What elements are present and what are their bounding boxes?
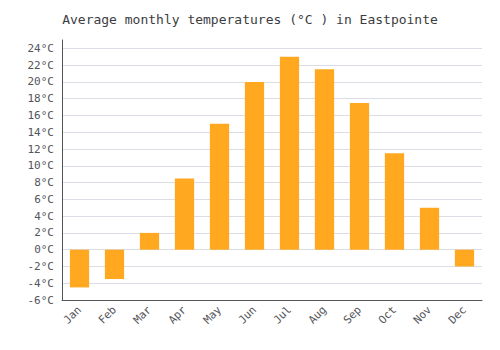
svg-text:-6°C: -6°C bbox=[28, 294, 55, 307]
svg-text:Feb: Feb bbox=[96, 303, 119, 326]
svg-text:22°C: 22°C bbox=[28, 59, 55, 72]
svg-text:14°C: 14°C bbox=[28, 126, 55, 139]
svg-text:Oct: Oct bbox=[376, 303, 399, 326]
svg-text:Sep: Sep bbox=[341, 303, 364, 326]
svg-text:20°C: 20°C bbox=[28, 75, 55, 88]
svg-text:Nov: Nov bbox=[411, 303, 434, 326]
svg-text:16°C: 16°C bbox=[28, 109, 55, 122]
svg-text:Aug: Aug bbox=[306, 303, 329, 326]
svg-text:18°C: 18°C bbox=[28, 92, 55, 105]
svg-text:12°C: 12°C bbox=[28, 143, 55, 156]
svg-text:-4°C: -4°C bbox=[28, 277, 55, 290]
svg-text:Average monthly temperatures (: Average monthly temperatures (°C ) in Ea… bbox=[62, 12, 438, 27]
svg-text:Jun: Jun bbox=[236, 303, 259, 326]
svg-text:0°C: 0°C bbox=[34, 243, 54, 256]
svg-text:Jan: Jan bbox=[61, 303, 84, 326]
svg-text:Mar: Mar bbox=[131, 303, 154, 326]
svg-text:24°C: 24°C bbox=[28, 42, 55, 55]
svg-text:May: May bbox=[201, 303, 224, 326]
svg-text:-2°C: -2°C bbox=[28, 260, 55, 273]
svg-text:6°C: 6°C bbox=[34, 193, 54, 206]
svg-text:2°C: 2°C bbox=[34, 226, 54, 239]
svg-text:4°C: 4°C bbox=[34, 210, 54, 223]
svg-text:Dec: Dec bbox=[446, 303, 469, 326]
svg-text:10°C: 10°C bbox=[28, 159, 55, 172]
svg-text:Apr: Apr bbox=[166, 303, 189, 326]
svg-text:Jul: Jul bbox=[271, 303, 294, 326]
svg-text:8°C: 8°C bbox=[34, 176, 54, 189]
